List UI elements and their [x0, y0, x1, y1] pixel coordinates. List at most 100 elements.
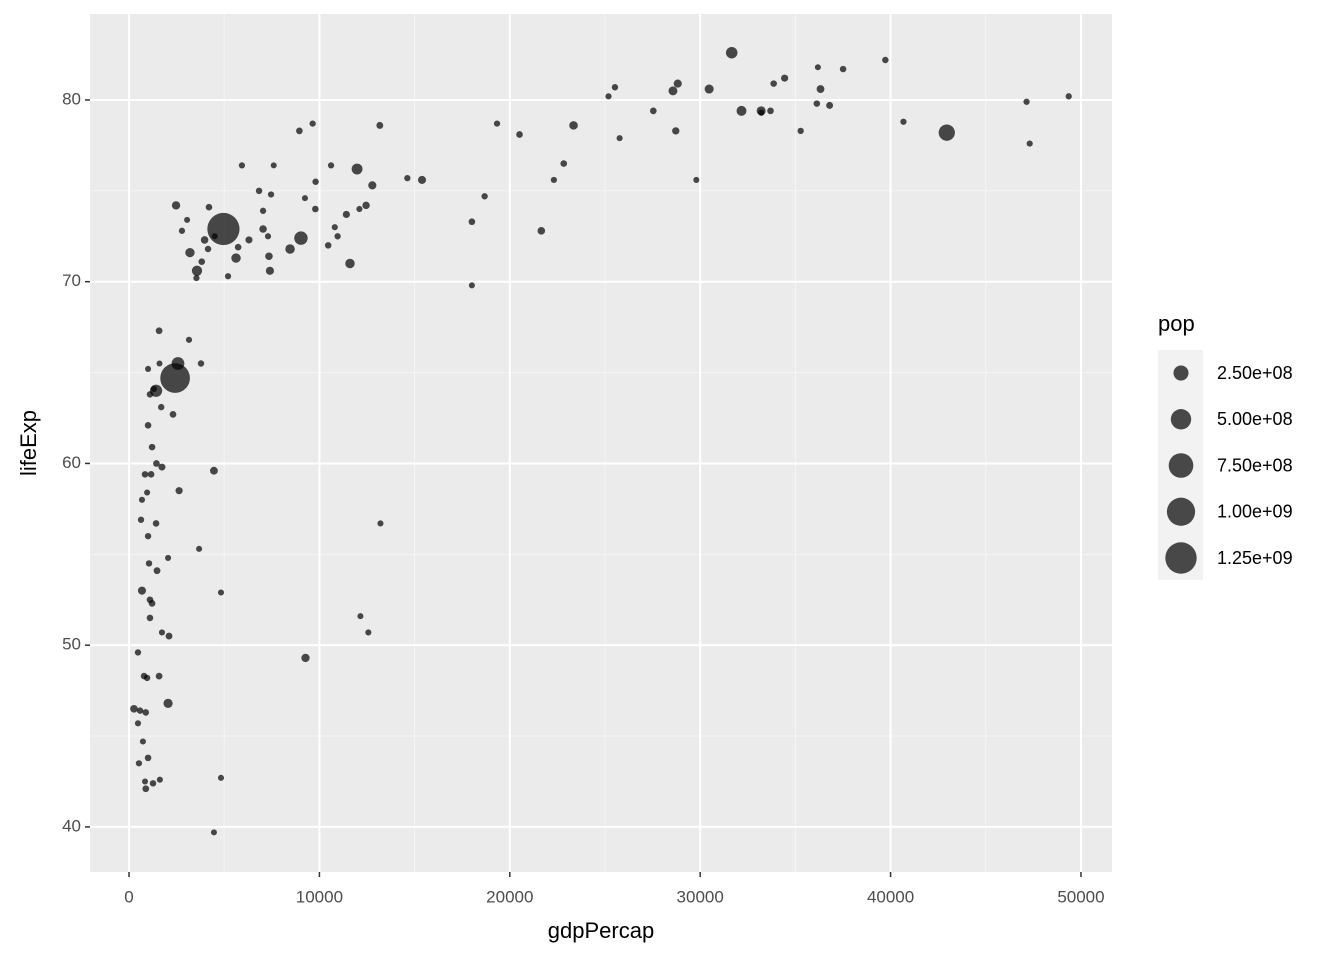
legend-label: 5.00e+08	[1217, 409, 1293, 429]
x-tick-label: 0	[124, 887, 133, 906]
legend-key	[1173, 365, 1189, 381]
point	[136, 707, 144, 714]
point	[468, 282, 475, 289]
plot-panel	[90, 14, 1112, 872]
point	[334, 233, 341, 240]
point	[245, 236, 253, 244]
point	[171, 201, 181, 210]
point	[376, 121, 384, 129]
x-tick-label: 10000	[296, 887, 343, 906]
point	[736, 105, 747, 116]
point	[207, 212, 240, 246]
point	[767, 107, 774, 115]
point	[725, 46, 738, 59]
point	[198, 258, 206, 266]
point	[142, 709, 150, 716]
point	[312, 205, 319, 213]
x-tick-label: 20000	[486, 887, 533, 906]
point	[404, 174, 411, 182]
point	[267, 191, 275, 198]
point	[197, 360, 205, 367]
point	[673, 79, 682, 88]
point	[152, 520, 160, 527]
point	[234, 243, 242, 251]
point	[826, 101, 834, 109]
point	[210, 829, 217, 836]
point	[368, 181, 377, 190]
point	[550, 176, 557, 184]
point	[649, 107, 657, 115]
point	[756, 106, 766, 116]
legend-label: 1.00e+09	[1217, 502, 1293, 522]
point	[217, 589, 225, 596]
point	[175, 487, 183, 495]
point	[351, 163, 363, 175]
point	[417, 175, 427, 184]
x-tick-label: 30000	[677, 887, 724, 906]
y-tick-label: 40	[62, 816, 81, 835]
point	[301, 653, 310, 663]
point	[357, 613, 364, 620]
point	[217, 774, 225, 781]
point	[309, 120, 316, 127]
point	[134, 649, 142, 656]
legend-label: 7.50e+08	[1217, 455, 1293, 475]
point	[611, 84, 619, 91]
point	[200, 236, 209, 244]
point	[135, 760, 143, 767]
point	[616, 135, 623, 142]
y-tick-label: 50	[62, 635, 81, 654]
point	[1065, 93, 1072, 100]
point	[265, 252, 273, 261]
point	[312, 178, 319, 185]
point	[668, 86, 678, 96]
point	[137, 586, 147, 595]
point	[356, 205, 363, 213]
point	[171, 357, 185, 370]
x-tick-label: 40000	[867, 887, 914, 906]
point	[468, 218, 476, 226]
point	[1026, 140, 1033, 147]
point	[146, 391, 154, 398]
y-tick-label: 70	[62, 271, 81, 290]
point	[144, 489, 151, 496]
point	[185, 336, 193, 343]
legend-label: 1.25e+09	[1217, 548, 1293, 568]
point	[301, 195, 308, 202]
point	[155, 672, 163, 680]
legend-key	[1166, 497, 1196, 526]
point	[704, 84, 714, 94]
point	[231, 253, 241, 263]
point	[150, 385, 158, 392]
point	[205, 203, 213, 211]
legend-title: pop	[1158, 311, 1195, 336]
point	[149, 780, 157, 787]
point	[144, 532, 152, 540]
point	[141, 471, 149, 478]
point	[147, 471, 155, 478]
point	[184, 216, 191, 223]
point	[537, 227, 546, 235]
point	[770, 80, 777, 87]
point	[264, 233, 272, 240]
point	[134, 720, 142, 727]
point	[255, 187, 263, 195]
point	[193, 274, 200, 282]
point	[797, 127, 804, 135]
point	[345, 258, 355, 269]
point	[141, 778, 149, 785]
point	[327, 162, 335, 169]
point	[270, 162, 277, 169]
point	[142, 785, 150, 793]
legend-key	[1168, 453, 1194, 478]
point	[148, 443, 156, 451]
point	[672, 127, 680, 135]
legend-label: 2.50e+08	[1217, 363, 1293, 383]
point	[146, 614, 154, 622]
point	[938, 124, 955, 141]
point	[165, 632, 173, 640]
point	[191, 265, 203, 276]
point	[165, 554, 172, 561]
point	[144, 421, 152, 429]
point	[342, 210, 350, 219]
